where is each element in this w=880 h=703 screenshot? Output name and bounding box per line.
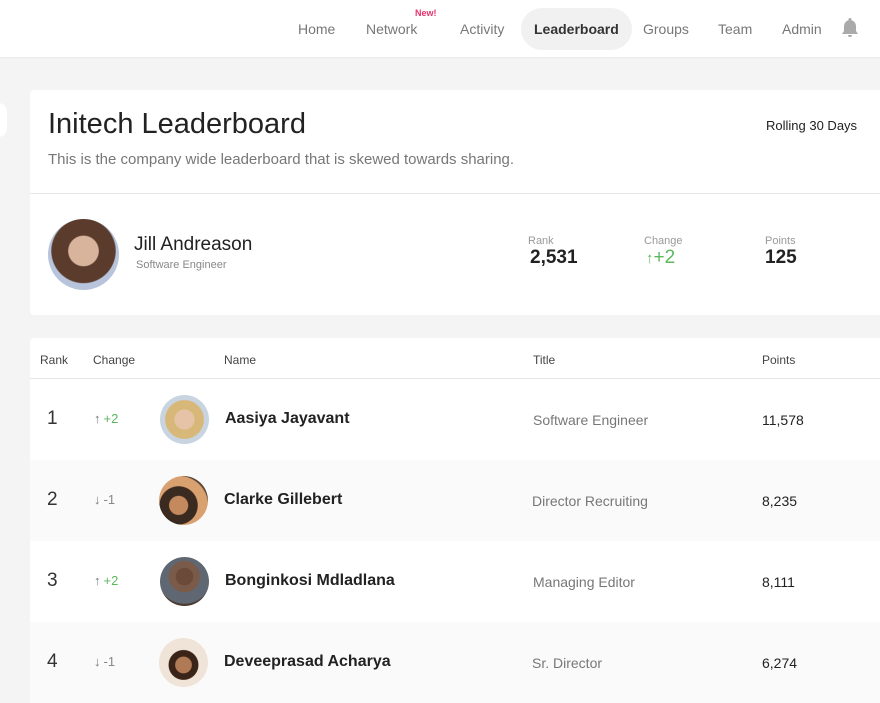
row-points: 8,235 [762, 493, 798, 509]
arrow-up-icon: ↑ [94, 573, 101, 588]
change-value: ↑+2 [646, 247, 676, 268]
row-title: Software Engineer [533, 412, 649, 428]
user-avatar [159, 476, 208, 525]
user-avatar [160, 557, 209, 606]
table-row[interactable]: 1 ↑ +2 Aasiya Jayavant Software Engineer … [30, 379, 880, 460]
col-change[interactable]: Change [93, 353, 136, 367]
arrow-down-icon: ↓ [94, 654, 101, 669]
page-subtitle: This is the company wide leaderboard tha… [48, 151, 515, 168]
row-rank: 1 [47, 408, 58, 429]
profile-role: Software Engineer [136, 259, 227, 271]
nav-leaderboard[interactable]: Leaderboard [521, 8, 632, 50]
nav-network[interactable]: Network [366, 21, 418, 37]
period-selector[interactable]: Rolling 30 Days [766, 118, 858, 133]
profile-name: Jill Andreason [134, 234, 253, 255]
row-points: 6,274 [762, 655, 798, 671]
row-title: Director Recruiting [532, 493, 648, 509]
profile-avatar [48, 219, 119, 290]
col-points[interactable]: Points [762, 353, 796, 367]
col-rank[interactable]: Rank [40, 353, 69, 367]
row-name[interactable]: Clarke Gillebert [224, 491, 343, 508]
nav-admin[interactable]: Admin [782, 21, 822, 37]
rank-label: Rank [528, 235, 554, 247]
leaderboard-header-card: Initech Leaderboard This is the company … [30, 90, 880, 315]
nav-home[interactable]: Home [298, 21, 336, 37]
sidebar-toggle[interactable] [0, 103, 7, 137]
nav-groups[interactable]: Groups [643, 21, 689, 37]
bell-icon[interactable] [840, 17, 860, 39]
arrow-up-icon: ↑ [94, 411, 101, 426]
divider [30, 193, 880, 194]
row-name[interactable]: Deveeprasad Acharya [224, 653, 391, 670]
row-name[interactable]: Bonginkosi Mdladlana [225, 572, 395, 589]
row-points: 11,578 [762, 412, 804, 428]
points-value: 125 [765, 247, 797, 268]
top-nav-bar: Home Network New! Activity Leaderboard G… [0, 0, 880, 57]
rank-value: 2,531 [530, 247, 578, 268]
nav-team[interactable]: Team [718, 21, 753, 37]
table-row[interactable]: 2 ↓ -1 Clarke Gillebert Director Recruiti… [30, 460, 880, 541]
row-title: Managing Editor [533, 574, 635, 590]
row-rank: 2 [47, 489, 58, 510]
row-rank: 3 [47, 570, 58, 591]
row-title: Sr. Director [532, 655, 603, 671]
leaderboard-table: Rank Change Name Title Points 1 ↑ +2 Aasi… [30, 338, 880, 703]
divider [30, 378, 880, 379]
points-label: Points [765, 235, 796, 247]
row-rank: 4 [47, 651, 58, 672]
row-change: ↑ +2 [94, 573, 119, 588]
row-name[interactable]: Aasiya Jayavant [225, 410, 350, 427]
row-change: ↑ +2 [94, 411, 119, 426]
page-title: Initech Leaderboard [48, 108, 306, 140]
row-points: 8,111 [762, 574, 795, 590]
new-badge: New! [415, 8, 437, 18]
table-row[interactable]: 4 ↓ -1 Deveeprasad Acharya Sr. Director 6… [30, 622, 880, 703]
nav-activity[interactable]: Activity [460, 21, 505, 37]
table-row[interactable]: 3 ↑ +2 Bonginkosi Mdladlana Managing Edit… [30, 541, 880, 622]
user-avatar [159, 638, 208, 687]
col-title[interactable]: Title [533, 353, 556, 367]
arrow-down-icon: ↓ [94, 492, 101, 507]
row-change: ↓ -1 [94, 492, 116, 507]
arrow-up-icon: ↑ [646, 250, 654, 267]
user-avatar [160, 395, 209, 444]
row-change: ↓ -1 [94, 654, 116, 669]
change-label: Change [644, 235, 683, 247]
col-name[interactable]: Name [224, 353, 257, 367]
